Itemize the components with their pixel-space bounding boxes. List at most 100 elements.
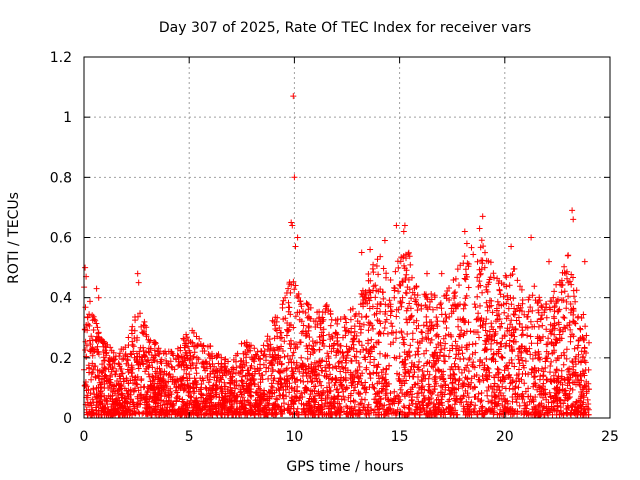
data-point: [560, 297, 567, 304]
data-point: [430, 389, 436, 396]
data-point: [278, 334, 285, 341]
data-point: [356, 375, 363, 382]
data-point: [563, 298, 570, 305]
data-point: [311, 403, 318, 410]
data-point: [524, 324, 531, 331]
data-point: [570, 308, 577, 314]
data-point: [537, 337, 544, 344]
data-point: [543, 326, 550, 333]
data-point: [175, 410, 182, 417]
data-point: [362, 396, 368, 403]
data-point: [558, 289, 565, 296]
data-point: [445, 353, 452, 360]
data-point: [394, 258, 401, 265]
data-point: [241, 340, 248, 347]
data-point: [482, 327, 489, 334]
data-point: [232, 397, 238, 404]
data-point: [321, 403, 328, 410]
data-point: [420, 392, 427, 399]
data-point: [460, 403, 467, 410]
data-point: [292, 313, 299, 320]
data-point: [535, 309, 542, 316]
data-point: [134, 393, 141, 400]
data-point: [326, 361, 333, 368]
data-point: [325, 355, 332, 362]
data-point: [480, 243, 487, 250]
data-point: [285, 308, 292, 315]
data-point: [279, 304, 286, 311]
data-point: [583, 378, 590, 385]
y-tick-label: 0.8: [50, 170, 72, 186]
data-point: [551, 288, 558, 295]
data-point: [286, 409, 293, 416]
data-point: [117, 373, 124, 380]
data-point: [283, 393, 290, 400]
data-point: [347, 316, 354, 323]
data-point: [333, 365, 340, 372]
data-point: [540, 368, 547, 375]
data-point: [239, 373, 246, 380]
y-tick-label: 0.2: [50, 351, 72, 367]
data-point: [161, 389, 168, 396]
data-point: [339, 385, 346, 391]
data-point: [232, 385, 239, 392]
data-point: [370, 261, 377, 268]
data-point: [101, 365, 108, 372]
data-point: [577, 359, 584, 366]
data-point: [177, 347, 184, 354]
data-point: [505, 365, 512, 372]
data-point: [95, 411, 102, 418]
data-point: [106, 361, 113, 368]
data-point: [415, 351, 422, 358]
data-point: [447, 366, 454, 373]
data-point: [160, 411, 167, 418]
data-point: [408, 295, 415, 302]
data-point: [420, 404, 427, 411]
data-point: [355, 410, 362, 417]
data-point: [398, 328, 405, 335]
data-point: [543, 377, 550, 383]
data-point: [325, 362, 332, 369]
data-point: [314, 378, 321, 385]
data-point: [247, 407, 253, 414]
data-point: [198, 384, 205, 391]
data-point: [368, 406, 374, 412]
data-point: [451, 401, 458, 408]
data-point: [578, 377, 585, 384]
data-point: [134, 270, 141, 277]
data-point: [466, 355, 473, 362]
data-point: [577, 325, 583, 332]
data-point: [258, 348, 264, 355]
data-point: [494, 312, 501, 319]
data-point: [509, 360, 515, 367]
x-axis-label: GPS time / hours: [286, 459, 403, 475]
data-point: [509, 379, 515, 386]
data-point: [367, 246, 374, 253]
data-point: [563, 355, 570, 362]
data-point: [277, 376, 284, 383]
data-point: [181, 386, 188, 393]
data-point: [488, 333, 494, 340]
data-point: [485, 384, 492, 391]
data-point: [232, 408, 239, 415]
data-point: [367, 359, 374, 366]
data-point: [154, 348, 161, 355]
data-point: [563, 346, 570, 353]
data-point: [496, 410, 503, 417]
data-point: [349, 379, 356, 386]
data-point: [545, 399, 552, 406]
data-point: [484, 376, 491, 383]
data-point: [397, 386, 404, 393]
data-point: [207, 343, 214, 349]
data-point: [401, 373, 408, 380]
data-point: [511, 311, 518, 318]
data-point: [237, 386, 244, 393]
data-point: [292, 282, 299, 289]
data-point: [265, 388, 272, 395]
data-point: [309, 410, 316, 416]
data-point: [221, 407, 228, 414]
data-point: [163, 407, 170, 414]
data-point: [323, 358, 330, 365]
data-point: [425, 325, 432, 332]
data-point: [163, 351, 170, 357]
